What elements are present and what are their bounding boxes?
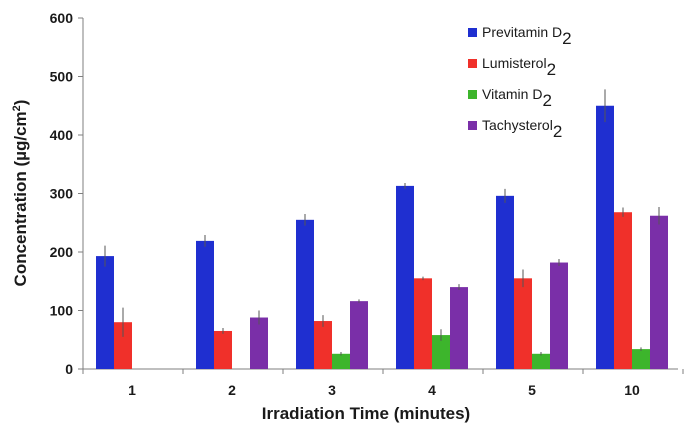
bar-previtamin-d-5	[496, 196, 514, 369]
y-tick-label: 300	[50, 186, 74, 202]
legend-swatch	[468, 121, 477, 130]
y-tick-label: 200	[50, 244, 74, 260]
bar-lumisterol-4	[414, 278, 432, 369]
bar-previtamin-d-1	[96, 256, 114, 369]
x-tick-label: 10	[624, 382, 640, 398]
legend-swatch	[468, 28, 477, 37]
bar-tachysterol-4	[450, 287, 468, 369]
x-tick-label: 5	[528, 382, 536, 398]
bar-vitamin-d-3	[332, 354, 350, 369]
legend-swatch	[468, 90, 477, 99]
bar-lumisterol-10	[614, 212, 632, 369]
bar-chart: 0 100 200 300 400 500 600 1 2 3 4 5 10 Previtamin D…	[0, 0, 698, 436]
y-axis: 0 100 200 300 400 500 600	[50, 10, 83, 377]
bar-lumisterol-5	[514, 278, 532, 369]
legend-entry: Lumisterol2	[482, 55, 556, 79]
y-tick-label: 400	[50, 127, 74, 143]
legend-swatch	[468, 59, 477, 68]
bar-previtamin-d-10	[596, 106, 614, 369]
bar-previtamin-d-3	[296, 220, 314, 369]
y-tick-label: 500	[50, 69, 74, 85]
error-bars	[105, 89, 659, 355]
bar-previtamin-d-2	[196, 241, 214, 369]
bar-lumisterol-2	[214, 331, 232, 369]
bar-tachysterol-3	[350, 301, 368, 369]
bar-tachysterol-5	[550, 263, 568, 369]
bar-vitamin-d-10	[632, 349, 650, 369]
legend-entry: Tachysterol2	[482, 117, 562, 141]
bar-vitamin-d-5	[532, 354, 550, 369]
y-tick-label: 0	[65, 361, 73, 377]
legend-entry: Previtamin D2	[482, 24, 572, 48]
x-tick-label: 4	[428, 382, 436, 398]
legend-entry: Vitamin D2	[482, 86, 552, 110]
y-axis-label: Concentration (µg/cm2)	[11, 100, 30, 287]
y-tick-label: 100	[50, 303, 74, 319]
y-tick-label: 600	[50, 10, 74, 26]
x-tick-label: 3	[328, 382, 336, 398]
x-tick-label: 1	[128, 382, 136, 398]
x-tick-label: 2	[228, 382, 236, 398]
x-axis: 1 2 3 4 5 10	[83, 369, 683, 398]
x-axis-label: Irradiation Time (minutes)	[262, 404, 470, 423]
bar-previtamin-d-4	[396, 186, 414, 369]
bar-tachysterol-10	[650, 216, 668, 369]
bars	[96, 106, 668, 369]
bar-lumisterol-3	[314, 321, 332, 369]
bar-tachysterol-2	[250, 318, 268, 369]
legend: Previtamin D2 Lumisterol2 Vitamin D2 Tachys…	[468, 24, 572, 141]
